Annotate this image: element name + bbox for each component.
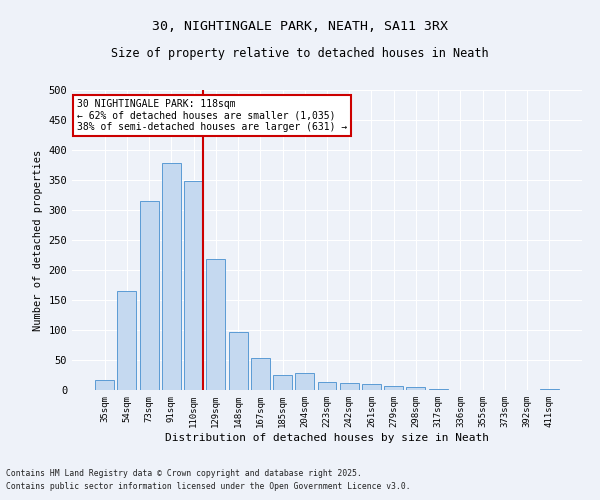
Bar: [340, 384, 359, 390]
Bar: [406, 387, 425, 390]
Bar: [162, 163, 181, 390]
Bar: [251, 358, 270, 390]
Text: 30 NIGHTINGALE PARK: 118sqm
← 62% of detached houses are smaller (1,035)
38% of : 30 NIGHTINGALE PARK: 118sqm ← 62% of det…: [77, 99, 347, 132]
Bar: [118, 291, 136, 390]
Bar: [384, 386, 403, 390]
Bar: [295, 372, 314, 390]
X-axis label: Distribution of detached houses by size in Neath: Distribution of detached houses by size …: [165, 432, 489, 442]
Bar: [140, 201, 158, 390]
Y-axis label: Number of detached properties: Number of detached properties: [33, 150, 43, 330]
Text: Contains public sector information licensed under the Open Government Licence v3: Contains public sector information licen…: [6, 482, 410, 491]
Bar: [317, 382, 337, 390]
Bar: [540, 389, 559, 390]
Bar: [206, 259, 225, 390]
Bar: [229, 332, 248, 390]
Bar: [184, 181, 203, 390]
Bar: [273, 375, 292, 390]
Bar: [95, 380, 114, 390]
Text: Size of property relative to detached houses in Neath: Size of property relative to detached ho…: [111, 48, 489, 60]
Text: 30, NIGHTINGALE PARK, NEATH, SA11 3RX: 30, NIGHTINGALE PARK, NEATH, SA11 3RX: [152, 20, 448, 33]
Text: Contains HM Land Registry data © Crown copyright and database right 2025.: Contains HM Land Registry data © Crown c…: [6, 468, 362, 477]
Bar: [362, 384, 381, 390]
